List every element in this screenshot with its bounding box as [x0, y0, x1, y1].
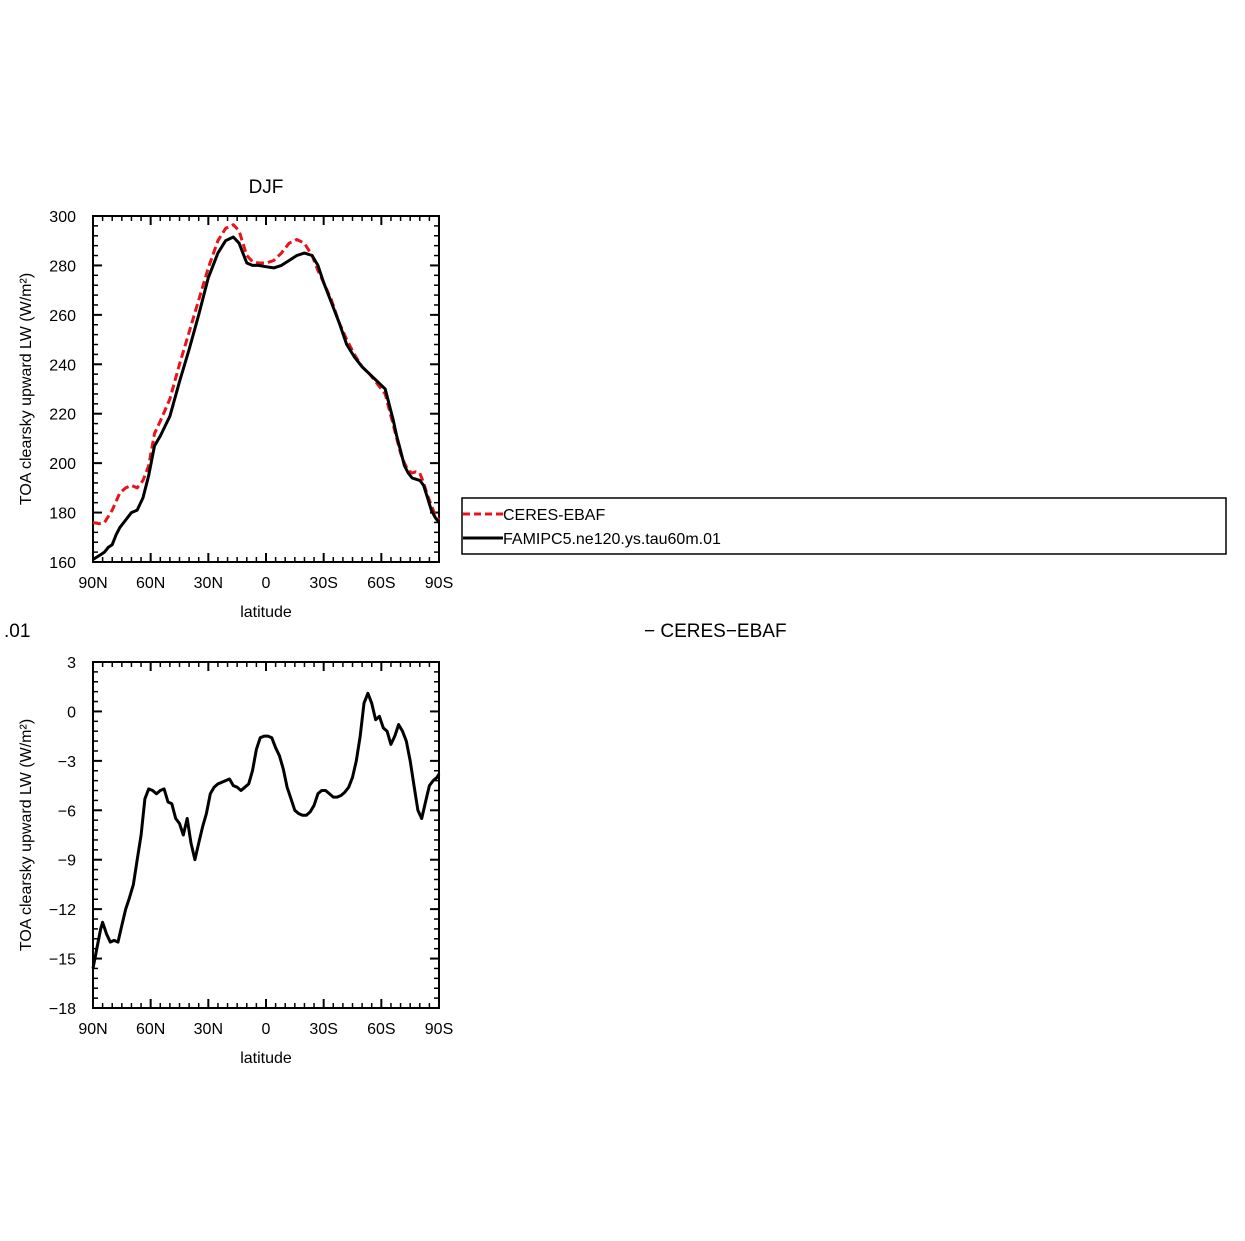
- x-tick-label: 0: [262, 1021, 271, 1038]
- y-tick-label: 260: [49, 308, 76, 325]
- x-tick-label: 90N: [78, 1021, 107, 1038]
- chart-top-xlabel: latitude: [240, 604, 292, 621]
- series-line-1-0: [91, 691, 441, 969]
- y-tick-label: −12: [49, 902, 76, 919]
- series-line-0-0: [92, 223, 441, 526]
- chart-bottom-series: [91, 691, 441, 969]
- x-tick-label: 30S: [309, 1021, 337, 1038]
- x-tick-label: 90N: [78, 575, 107, 592]
- clipped-title-right: − CERES−EBAF: [644, 621, 787, 642]
- y-tick-label: 0: [67, 704, 76, 721]
- y-tick-label: 280: [49, 258, 76, 275]
- chart-bottom-ylabel: TOA clearsky upward LW (W/m²): [18, 719, 35, 951]
- x-tick-label: 30S: [309, 575, 337, 592]
- chart-legend: CERES-EBAF FAMIPC5.ne120.ys.tau60m.01: [461, 497, 1227, 555]
- x-tick-label: 60N: [136, 575, 165, 592]
- chart-bottom-ticks: 90N 60N 30N 0 30S 60S 90S −18 −15 −12 −9 −6 −3 0 3: [49, 655, 453, 1038]
- chart-top-ticks: 90N 60N 30N 0 30S 60S 90S 160 180 200 220 240 260 280…: [49, 209, 453, 592]
- x-tick-label: 90S: [425, 1021, 453, 1038]
- legend-label-ceres: CERES-EBAF: [503, 507, 605, 524]
- y-tick-label: 3: [67, 655, 76, 672]
- y-tick-label: 300: [49, 209, 76, 226]
- x-tick-label: 90S: [425, 575, 453, 592]
- chart-top-ylabel: TOA clearsky upward LW (W/m²): [18, 273, 35, 505]
- y-tick-label: −15: [49, 952, 76, 969]
- y-tick-label: −9: [58, 853, 76, 870]
- y-tick-label: −6: [58, 803, 76, 820]
- legend-label-famip: FAMIPC5.ne120.ys.tau60m.01: [503, 531, 721, 548]
- chart-bottom-frame: [92, 661, 440, 1009]
- y-tick-label: 220: [49, 407, 76, 424]
- x-tick-label: 30N: [194, 575, 223, 592]
- x-tick-label: 30N: [194, 1021, 223, 1038]
- y-tick-label: 160: [49, 555, 76, 572]
- clipped-title-left: .01: [4, 621, 30, 642]
- y-tick-label: 200: [49, 456, 76, 473]
- series-line-0-1: [92, 235, 441, 561]
- chart-top-panel: DJF 90N 60N 30N 0 30S 60S 90S 160 180 200 220 240 26…: [18, 177, 453, 621]
- y-tick-label: −18: [49, 1001, 76, 1018]
- chart-top-title: DJF: [249, 177, 284, 198]
- chart-bottom-panel: 90N 60N 30N 0 30S 60S 90S −18 −15 −12 −9 −6 −3 0 3 lat…: [18, 655, 453, 1067]
- x-tick-label: 0: [262, 575, 271, 592]
- chart-bottom-xlabel: latitude: [240, 1050, 292, 1067]
- x-tick-label: 60S: [367, 575, 395, 592]
- chart-top-series: [92, 223, 441, 561]
- x-tick-label: 60S: [367, 1021, 395, 1038]
- x-tick-label: 60N: [136, 1021, 165, 1038]
- legend-box: [461, 497, 1227, 555]
- y-tick-label: 240: [49, 357, 76, 374]
- y-tick-label: −3: [58, 754, 76, 771]
- y-tick-label: 180: [49, 506, 76, 523]
